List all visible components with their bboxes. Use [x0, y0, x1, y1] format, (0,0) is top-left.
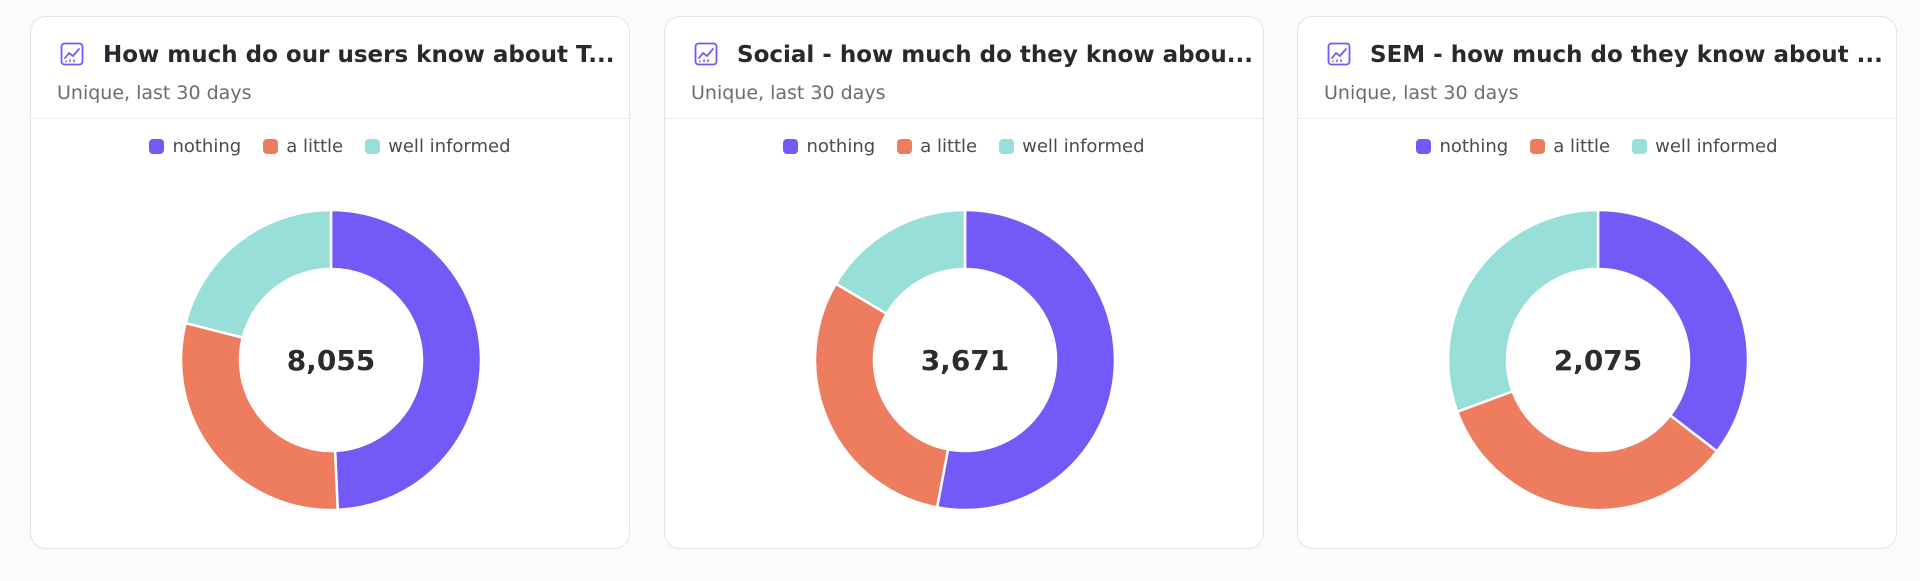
card-header: SEM - how much do they know about ... Un…: [1298, 17, 1896, 119]
report-card-3[interactable]: SEM - how much do they know about ... Un…: [1297, 16, 1897, 549]
donut-slice-a-little[interactable]: [179, 321, 339, 512]
card-title[interactable]: How much do our users know about T...: [103, 42, 615, 68]
legend-label: well informed: [1022, 135, 1145, 157]
card-subtitle: Unique, last 30 days: [57, 82, 252, 104]
total-count: 8,055: [287, 344, 376, 377]
card-header: Social - how much do they know abou... U…: [665, 17, 1263, 119]
total-count: 3,671: [921, 344, 1010, 377]
donut-slice-well-informed[interactable]: [834, 208, 967, 315]
card-title[interactable]: Social - how much do they know abou...: [737, 42, 1253, 68]
legend-label: nothing: [806, 135, 876, 157]
legend-label: a little: [286, 135, 344, 157]
legend-label: nothing: [172, 135, 242, 157]
total-count: 2,075: [1554, 344, 1643, 377]
donut-chart: 3,671: [813, 208, 1117, 512]
report-card-2[interactable]: Social - how much do they know abou... U…: [664, 16, 1264, 549]
legend-item-a-little[interactable]: a little: [897, 136, 977, 157]
legend-swatch: [999, 138, 1015, 154]
insights-chart-icon: [1327, 42, 1351, 66]
donut-slice-well-informed[interactable]: [184, 208, 333, 339]
legend-item-well-informed[interactable]: well informed: [1632, 135, 1778, 157]
card-header: How much do our users know about T... Un…: [31, 17, 629, 119]
legend-label: a little: [1553, 135, 1611, 157]
legend-item-nothing[interactable]: nothing: [783, 136, 875, 157]
legend-label: a little: [920, 135, 978, 157]
chart-legend: nothing a little well informed: [31, 134, 629, 158]
card-subtitle: Unique, last 30 days: [1324, 82, 1519, 104]
donut-slice-nothing[interactable]: [329, 208, 483, 512]
legend-swatch: [365, 138, 381, 154]
donut-chart: 8,055: [179, 208, 483, 512]
legend-item-nothing[interactable]: nothing: [149, 136, 241, 157]
donut-slice-nothing[interactable]: [1596, 208, 1750, 453]
legend-swatch: [1530, 138, 1546, 154]
donut-slice-nothing[interactable]: [935, 208, 1117, 512]
donut-slices: [179, 208, 483, 512]
chart-legend: nothing a little well informed: [1298, 134, 1896, 158]
legend-swatch: [1632, 138, 1648, 154]
insights-chart-icon: [60, 42, 84, 66]
donut-slice-well-informed[interactable]: [1446, 208, 1600, 413]
legend-item-nothing[interactable]: nothing: [1416, 136, 1508, 157]
legend-swatch: [263, 138, 279, 154]
chart-legend: nothing a little well informed: [665, 134, 1263, 158]
donut-slices: [1446, 208, 1750, 512]
report-card-1[interactable]: How much do our users know about T... Un…: [30, 16, 630, 549]
card-subtitle: Unique, last 30 days: [691, 82, 886, 104]
legend-label: well informed: [388, 135, 511, 157]
insights-chart-icon: [694, 42, 718, 66]
donut-slice-a-little[interactable]: [1455, 390, 1719, 512]
legend-label: nothing: [1439, 135, 1509, 157]
legend-item-well-informed[interactable]: well informed: [365, 135, 511, 157]
donut-slice-a-little[interactable]: [813, 282, 950, 509]
legend-item-a-little[interactable]: a little: [1530, 136, 1610, 157]
legend-swatch: [149, 138, 165, 154]
legend-swatch: [1416, 138, 1432, 154]
legend-item-well-informed[interactable]: well informed: [999, 135, 1145, 157]
legend-label: well informed: [1655, 135, 1778, 157]
legend-swatch: [897, 138, 913, 154]
legend-item-a-little[interactable]: a little: [263, 136, 343, 157]
donut-chart: 2,075: [1446, 208, 1750, 512]
card-title[interactable]: SEM - how much do they know about ...: [1370, 42, 1883, 68]
legend-swatch: [783, 138, 799, 154]
donut-slices: [813, 208, 1117, 512]
